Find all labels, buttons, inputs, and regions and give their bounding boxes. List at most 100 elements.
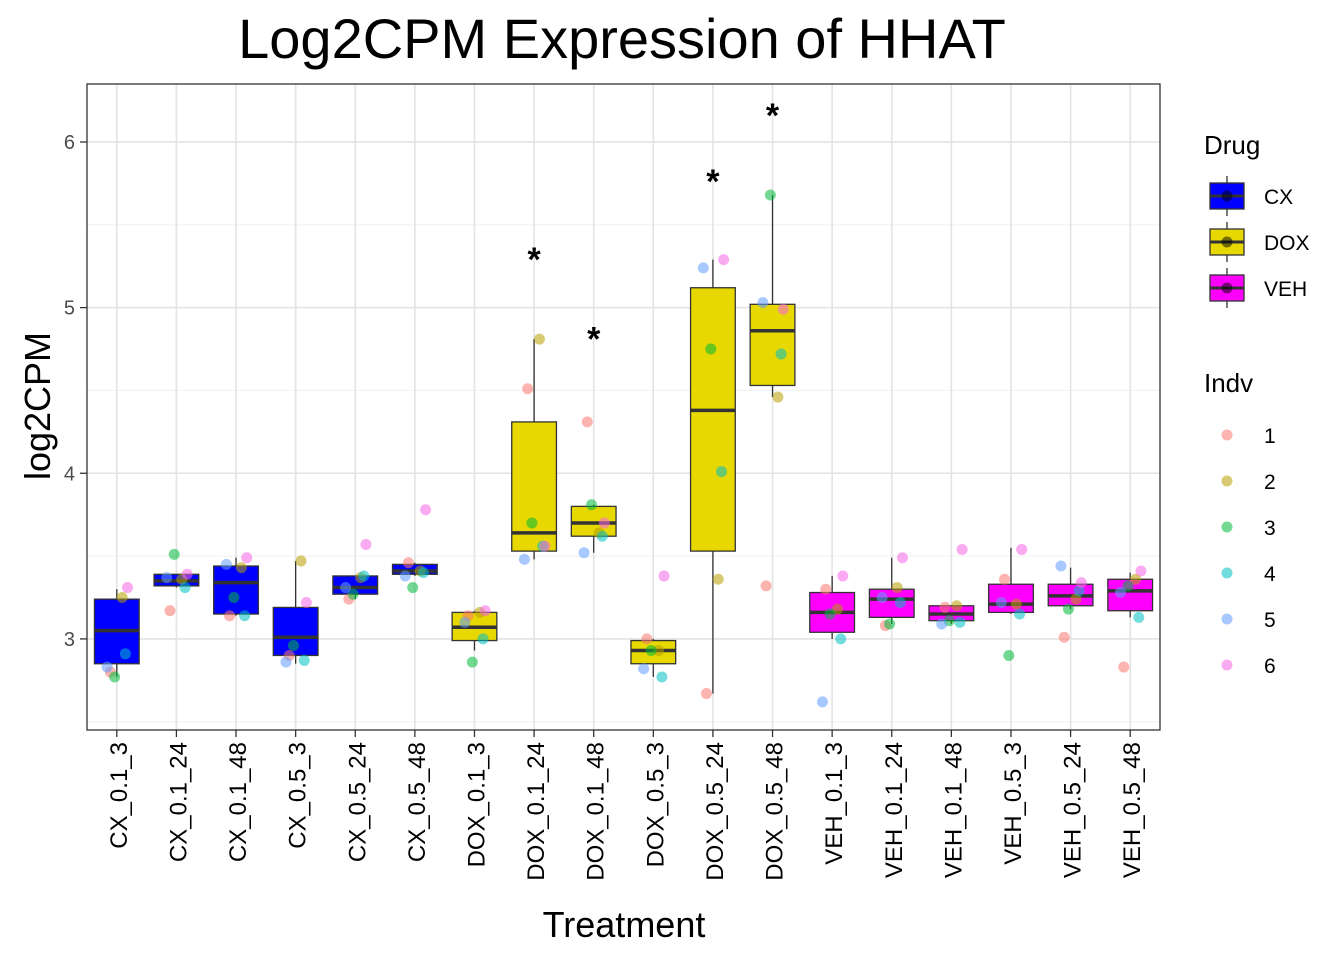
box-DOX_0.1_24 <box>511 339 558 560</box>
point-DOX_0.5_48-indv-1 <box>760 580 772 592</box>
box-DOX_0.1_3 <box>451 610 498 651</box>
y-axis-title: log2CPM <box>17 332 58 480</box>
point-DOX_0.5_48-indv-3 <box>764 189 776 201</box>
legend-key-point <box>1221 613 1233 625</box>
point-DOX_0.1_48-indv-6 <box>598 517 610 529</box>
point-DOX_0.1_24-indv-2 <box>533 333 545 345</box>
point-DOX_0.1_3-indv-4 <box>477 633 489 645</box>
legend-key-point <box>1221 567 1233 579</box>
x-tick-label: CX_0.1_24 <box>165 742 192 862</box>
point-CX_0.1_24-indv-4 <box>179 582 191 594</box>
y-tick-label: 3 <box>64 629 75 651</box>
point-VEH_0.5_24-indv-1 <box>1058 631 1070 643</box>
point-DOX_0.5_3-indv-3 <box>645 644 657 656</box>
legend-item-drug-CX: CX <box>1209 176 1293 216</box>
point-CX_0.5_24-indv-6 <box>360 538 372 550</box>
legend-label: 3 <box>1264 517 1276 540</box>
legend-item-indv-4: 4 <box>1221 563 1276 586</box>
point-VEH_0.5_3-indv-1 <box>999 573 1011 585</box>
point-CX_0.1_48-indv-5 <box>220 558 232 570</box>
point-DOX_0.1_3-indv-3 <box>466 656 478 668</box>
box-body <box>689 287 736 552</box>
point-DOX_0.5_24-indv-5 <box>697 262 709 274</box>
point-VEH_0.1_48-indv-4 <box>954 616 966 628</box>
point-VEH_0.5_3-indv-2 <box>1010 598 1022 610</box>
legend-label: 4 <box>1264 563 1276 586</box>
significance-marker-DOX_0.5_24: * <box>706 163 720 201</box>
legend-area: Drug CX DOX VEH Indv 1 2 3 4 5 6 <box>1204 130 1310 678</box>
point-DOX_0.5_24-indv-2 <box>712 573 724 585</box>
point-CX_0.1_3-indv-6 <box>122 582 134 594</box>
legend-item-drug-DOX: DOX <box>1209 222 1310 262</box>
point-VEH_0.5_48-indv-5 <box>1115 587 1127 599</box>
legend-title-drug: Drug <box>1204 130 1260 160</box>
point-DOX_0.1_24-indv-5 <box>518 553 530 565</box>
point-DOX_0.5_24-indv-1 <box>700 688 712 700</box>
x-axis-title: Treatment <box>543 904 706 945</box>
point-CX_0.5_3-indv-6 <box>300 596 312 608</box>
point-CX_0.5_48-indv-4 <box>417 567 429 579</box>
point-DOX_0.1_3-indv-5 <box>459 616 471 628</box>
point-VEH_0.5_48-indv-6 <box>1135 565 1147 577</box>
point-VEH_0.5_48-indv-1 <box>1118 661 1130 673</box>
point-CX_0.5_3-indv-2 <box>295 555 307 567</box>
legend-key-point <box>1221 521 1233 533</box>
x-tick-label: DOX_0.1_3 <box>463 742 490 867</box>
significance-marker-DOX_0.1_24: * <box>527 241 541 279</box>
point-VEH_0.5_24-indv-3 <box>1062 603 1074 615</box>
box-CX_0.1_3 <box>93 589 140 677</box>
panel-background <box>87 84 1160 730</box>
significance-marker-DOX_0.1_48: * <box>587 320 601 358</box>
legend-key-point <box>1221 190 1233 202</box>
box-body <box>868 588 915 619</box>
point-CX_0.5_24-indv-5 <box>340 582 352 594</box>
box-body <box>987 583 1034 614</box>
box-body <box>749 303 796 387</box>
y-tick-label: 6 <box>64 132 75 154</box>
point-CX_0.1_24-indv-5 <box>161 572 173 584</box>
legend-label: 5 <box>1264 609 1276 632</box>
legend-label: DOX <box>1264 232 1310 255</box>
point-DOX_0.5_24-indv-6 <box>718 254 730 266</box>
point-VEH_0.1_24-indv-5 <box>876 591 888 603</box>
y-tick-label: 4 <box>64 463 75 485</box>
point-VEH_0.5_48-indv-3 <box>1122 580 1134 592</box>
x-tick-label: VEH_0.1_24 <box>881 742 908 878</box>
point-DOX_0.5_24-indv-3 <box>705 343 717 355</box>
point-VEH_0.5_3-indv-6 <box>1016 543 1028 555</box>
point-VEH_0.1_48-indv-6 <box>956 543 968 555</box>
significance-marker-DOX_0.5_48: * <box>766 97 780 135</box>
legend-label: 6 <box>1264 655 1276 678</box>
point-CX_0.5_48-indv-1 <box>402 557 414 569</box>
point-VEH_0.5_48-indv-2 <box>1130 573 1142 585</box>
legend-label: 2 <box>1264 471 1276 494</box>
point-VEH_0.5_3-indv-5 <box>995 596 1007 608</box>
point-CX_0.5_24-indv-3 <box>347 588 359 600</box>
point-CX_0.1_48-indv-2 <box>235 562 247 574</box>
legend-item-indv-3: 3 <box>1221 517 1276 540</box>
x-tick-label: VEH_0.5_3 <box>1000 742 1027 865</box>
point-VEH_0.1_3-indv-5 <box>816 696 828 708</box>
x-tick-label: CX_0.1_3 <box>106 742 133 849</box>
x-tick-label: DOX_0.5_24 <box>702 742 729 881</box>
x-tick-label: DOX_0.5_48 <box>762 742 789 881</box>
point-CX_0.1_24-indv-3 <box>168 548 180 560</box>
point-DOX_0.1_24-indv-1 <box>522 383 534 395</box>
point-DOX_0.5_3-indv-5 <box>638 663 650 675</box>
legend-title-indv: Indv <box>1204 368 1253 398</box>
point-DOX_0.5_3-indv-4 <box>656 671 668 683</box>
box-body <box>213 565 260 615</box>
point-DOX_0.1_48-indv-5 <box>578 547 590 559</box>
legend-key-point <box>1221 282 1233 294</box>
legend-item-indv-6: 6 <box>1221 655 1276 678</box>
legend-key-point <box>1221 475 1233 487</box>
x-tick-label: VEH_0.5_48 <box>1119 742 1146 878</box>
point-VEH_0.1_48-indv-5 <box>936 618 948 630</box>
legend-label: CX <box>1264 186 1293 209</box>
x-tick-label: CX_0.5_48 <box>404 742 431 862</box>
point-VEH_0.5_24-indv-6 <box>1075 577 1087 589</box>
point-CX_0.1_48-indv-6 <box>241 552 253 564</box>
point-VEH_0.1_24-indv-4 <box>894 596 906 608</box>
point-CX_0.1_24-indv-6 <box>181 568 193 580</box>
point-CX_0.1_3-indv-5 <box>101 661 113 673</box>
